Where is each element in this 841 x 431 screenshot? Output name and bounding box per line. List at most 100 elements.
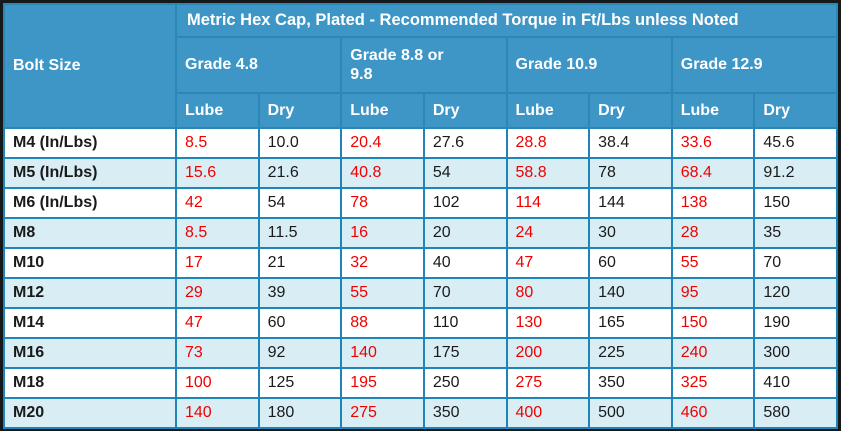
grade-header-10-9: Grade 10.9 <box>505 36 673 94</box>
bolt-size-cell: M5 (In/Lbs) <box>3 157 177 189</box>
lube-value-cell: 195 <box>340 367 425 399</box>
dry-value-cell: 350 <box>422 397 508 429</box>
dry-value-cell: 54 <box>257 187 343 219</box>
dry-value-cell: 110 <box>422 307 508 339</box>
sub-header-dry: Dry <box>753 92 838 129</box>
grade-header-label: Grade 8.8 or 9.8 <box>350 46 444 83</box>
table-body: M4 (In/Lbs) 8.5 10.0 20.4 27.6 28.8 38.4 33.6 45… <box>3 127 838 429</box>
dry-value-cell: 225 <box>588 337 673 369</box>
dry-value-cell: 350 <box>588 367 673 399</box>
lube-value-cell: 68.4 <box>670 157 756 189</box>
dry-value-cell: 300 <box>753 337 838 369</box>
dry-value-cell: 30 <box>588 217 673 249</box>
dry-value-cell: 21 <box>257 247 343 279</box>
bolt-size-cell: M8 <box>3 217 177 249</box>
lube-value-cell: 240 <box>670 337 756 369</box>
table-row: M8 8.5 11.5 16 20 24 30 28 35 <box>3 217 838 249</box>
table-row: M6 (In/Lbs) 42 54 78 102 114 144 138 150 <box>3 187 838 219</box>
sub-header-dry: Dry <box>422 92 508 129</box>
grade-header-12-9: Grade 12.9 <box>670 36 839 94</box>
dry-value-cell: 11.5 <box>257 217 343 249</box>
bolt-size-cell: M20 <box>3 397 177 429</box>
table-row: M18 100 125 195 250 275 350 325 410 <box>3 367 838 399</box>
dry-value-cell: 45.6 <box>753 127 838 159</box>
table-row: M10 17 21 32 40 47 60 55 70 <box>3 247 838 279</box>
dry-value-cell: 180 <box>257 397 343 429</box>
lube-value-cell: 8.5 <box>175 127 260 159</box>
lube-value-cell: 32 <box>340 247 425 279</box>
dry-value-cell: 78 <box>588 157 673 189</box>
dry-value-cell: 38.4 <box>588 127 673 159</box>
dry-value-cell: 70 <box>753 247 838 279</box>
bolt-size-cell: M18 <box>3 367 177 399</box>
lube-value-cell: 275 <box>340 397 425 429</box>
sub-header-lube: Lube <box>175 92 260 129</box>
lube-value-cell: 78 <box>340 187 425 219</box>
grade-header-8-8-or-9-8: Grade 8.8 or 9.8 <box>340 36 508 94</box>
bolt-size-cell: M14 <box>3 307 177 339</box>
lube-value-cell: 8.5 <box>175 217 260 249</box>
lube-value-cell: 16 <box>340 217 425 249</box>
lube-value-cell: 24 <box>505 217 591 249</box>
grade-header-label: Grade 4.8 <box>185 56 258 74</box>
lube-value-cell: 55 <box>340 277 425 309</box>
dry-value-cell: 125 <box>257 367 343 399</box>
dry-value-cell: 500 <box>588 397 673 429</box>
lube-value-cell: 140 <box>175 397 260 429</box>
table-row: M20 140 180 275 350 400 500 460 580 <box>3 397 838 429</box>
lube-value-cell: 17 <box>175 247 260 279</box>
lube-value-cell: 114 <box>505 187 591 219</box>
dry-value-cell: 39 <box>257 277 343 309</box>
sub-header-dry: Dry <box>257 92 343 129</box>
dry-value-cell: 250 <box>422 367 508 399</box>
lube-value-cell: 130 <box>505 307 591 339</box>
bolt-size-cell: M12 <box>3 277 177 309</box>
dry-value-cell: 190 <box>753 307 838 339</box>
lube-value-cell: 325 <box>670 367 756 399</box>
lube-value-cell: 58.8 <box>505 157 591 189</box>
dry-value-cell: 21.6 <box>257 157 343 189</box>
dry-value-cell: 175 <box>422 337 508 369</box>
sub-header-dry: Dry <box>588 92 673 129</box>
bolt-size-cell: M16 <box>3 337 177 369</box>
dry-value-cell: 150 <box>753 187 838 219</box>
dry-value-cell: 35 <box>753 217 838 249</box>
dry-value-cell: 140 <box>588 277 673 309</box>
table-row: M12 29 39 55 70 80 140 95 120 <box>3 277 838 309</box>
lube-value-cell: 88 <box>340 307 425 339</box>
lube-value-cell: 80 <box>505 277 591 309</box>
dry-value-cell: 70 <box>422 277 508 309</box>
lube-value-cell: 40.8 <box>340 157 425 189</box>
bolt-size-cell: M4 (In/Lbs) <box>3 127 177 159</box>
lube-value-cell: 460 <box>670 397 756 429</box>
lube-value-cell: 73 <box>175 337 260 369</box>
lube-value-cell: 28.8 <box>505 127 591 159</box>
grade-header-label: Grade 12.9 <box>680 56 763 74</box>
lube-value-cell: 55 <box>670 247 756 279</box>
table-row: M5 (In/Lbs) 15.6 21.6 40.8 54 58.8 78 68.4 91.2 <box>3 157 838 189</box>
lube-value-cell: 140 <box>340 337 425 369</box>
bolt-size-header: Bolt Size <box>3 3 177 129</box>
dry-value-cell: 102 <box>422 187 508 219</box>
lube-value-cell: 28 <box>670 217 756 249</box>
sub-header-lube: Lube <box>670 92 756 129</box>
lube-value-cell: 47 <box>505 247 591 279</box>
lube-value-cell: 42 <box>175 187 260 219</box>
dry-value-cell: 10.0 <box>257 127 343 159</box>
dry-value-cell: 54 <box>422 157 508 189</box>
lube-value-cell: 200 <box>505 337 591 369</box>
lube-value-cell: 100 <box>175 367 260 399</box>
dry-value-cell: 165 <box>588 307 673 339</box>
dry-value-cell: 144 <box>588 187 673 219</box>
table-row: M16 73 92 140 175 200 225 240 300 <box>3 337 838 369</box>
table-row: M14 47 60 88 110 130 165 150 190 <box>3 307 838 339</box>
bolt-size-cell: M6 (In/Lbs) <box>3 187 177 219</box>
dry-value-cell: 40 <box>422 247 508 279</box>
dry-value-cell: 410 <box>753 367 838 399</box>
lube-value-cell: 29 <box>175 277 260 309</box>
lube-value-cell: 150 <box>670 307 756 339</box>
dry-value-cell: 120 <box>753 277 838 309</box>
dry-value-cell: 580 <box>753 397 838 429</box>
lube-value-cell: 15.6 <box>175 157 260 189</box>
